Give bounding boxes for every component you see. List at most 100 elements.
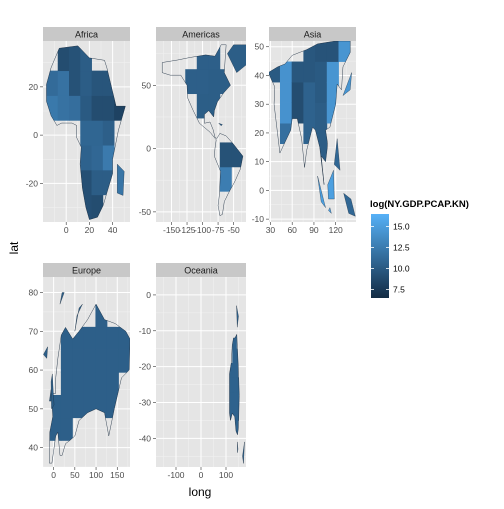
region-fill (291, 61, 304, 83)
region-fill (57, 70, 70, 96)
region-fill (219, 166, 232, 192)
region-fill (236, 363, 239, 378)
region-fill (114, 95, 126, 121)
island-region (227, 44, 246, 73)
region-fill (91, 70, 104, 96)
region-fill (83, 394, 96, 419)
region-fill (315, 123, 328, 145)
facet-label: Oceania (184, 266, 218, 276)
facet-strip (269, 27, 356, 41)
region-fill (232, 363, 235, 378)
x-tick-label: 30 (266, 225, 276, 235)
region-fill (315, 82, 328, 103)
region-fill (80, 120, 92, 146)
continent-outline (162, 44, 244, 216)
island-region (218, 123, 223, 127)
region-fill (102, 169, 115, 196)
legend-tick-label: 12.5 (393, 243, 410, 253)
region-fill (208, 93, 221, 119)
region-fill (95, 326, 108, 350)
region-fill (80, 194, 92, 220)
region-fill (80, 169, 92, 196)
legend: log(NY.GDP.PCAP.KN) 7.5 10.0 12.5 15.0 (370, 199, 469, 298)
region-fill (60, 349, 73, 373)
y-tick-label: -20 (139, 362, 152, 372)
region-fill (69, 45, 81, 72)
region-fill (279, 82, 293, 103)
region-fill (236, 377, 239, 393)
region-fill (279, 61, 293, 83)
island-region (237, 441, 239, 453)
x-tick-label: 50 (70, 470, 80, 480)
y-tick-label: 0 (33, 130, 38, 140)
region-fill (95, 372, 108, 396)
x-tick-label: 100 (219, 470, 233, 480)
x-tick-label: -50 (227, 225, 240, 235)
region-fill (237, 391, 240, 407)
region-fill (231, 142, 243, 168)
region-fill (236, 348, 239, 364)
facet-label: Americas (182, 30, 220, 40)
x-tick-label: 40 (108, 225, 118, 235)
region-fill (91, 169, 104, 196)
region-fill (232, 406, 235, 421)
region-fill (80, 95, 92, 121)
region-fill (230, 377, 233, 393)
region-fill (69, 95, 81, 121)
x-tick-label: -75 (212, 225, 225, 235)
region-fill (95, 394, 108, 419)
region-fill (232, 348, 235, 364)
y-tick-label: -30 (139, 397, 152, 407)
region-fill (57, 45, 70, 72)
region-fill (269, 61, 281, 83)
island-region (59, 292, 65, 305)
region-fill (235, 348, 237, 364)
y-tick-label: 70 (29, 326, 39, 336)
x-axis-title: long (189, 485, 212, 499)
x-tick-label: 0 (199, 470, 204, 480)
legend-tick-label: 7.5 (393, 285, 405, 295)
region-fill (326, 61, 339, 83)
region-fill (83, 349, 96, 373)
region-fill (118, 349, 130, 373)
region-fill (60, 394, 73, 419)
legend-tick-label: 15.0 (393, 222, 410, 232)
region-fill (102, 145, 115, 171)
y-tick-label: 40 (29, 443, 39, 453)
y-tick-label: -40 (139, 433, 152, 443)
region-fill (233, 406, 236, 421)
region-fill (291, 82, 304, 103)
facet-strip (156, 27, 246, 41)
region-fill (233, 348, 236, 364)
x-tick-label: 90 (309, 225, 319, 235)
region-fill (315, 41, 328, 62)
region-fill (236, 406, 239, 421)
y-tick-label: 0 (146, 144, 151, 154)
legend-tick-label: 10.0 (393, 264, 410, 274)
island-region (117, 163, 125, 196)
island-region (334, 138, 341, 171)
region-fill (46, 95, 59, 121)
region-fill (233, 334, 236, 350)
region-fill (185, 69, 198, 95)
region-fill (91, 95, 104, 121)
region-fill (91, 120, 104, 146)
x-tick-label: 20 (85, 225, 95, 235)
facet-europe: Europe 0 50 100 150 40 50 60 70 80 (29, 263, 130, 480)
region-fill (60, 372, 73, 396)
y-tick-label: 0 (259, 185, 264, 195)
x-tick-label: 100 (89, 470, 103, 480)
region-fill (235, 363, 237, 378)
region-fill (315, 61, 328, 83)
x-tick-label: 150 (110, 470, 124, 480)
x-tick-label: 0 (64, 225, 69, 235)
region-fill (219, 69, 232, 95)
x-tick-label: 120 (329, 225, 343, 235)
region-fill (91, 145, 104, 171)
region-fill (237, 377, 240, 393)
legend-title: log(NY.GDP.PCAP.KN) (370, 199, 469, 210)
x-tick-label: 60 (287, 225, 297, 235)
region-fill (233, 363, 236, 378)
y-tick-label: 60 (29, 365, 39, 375)
